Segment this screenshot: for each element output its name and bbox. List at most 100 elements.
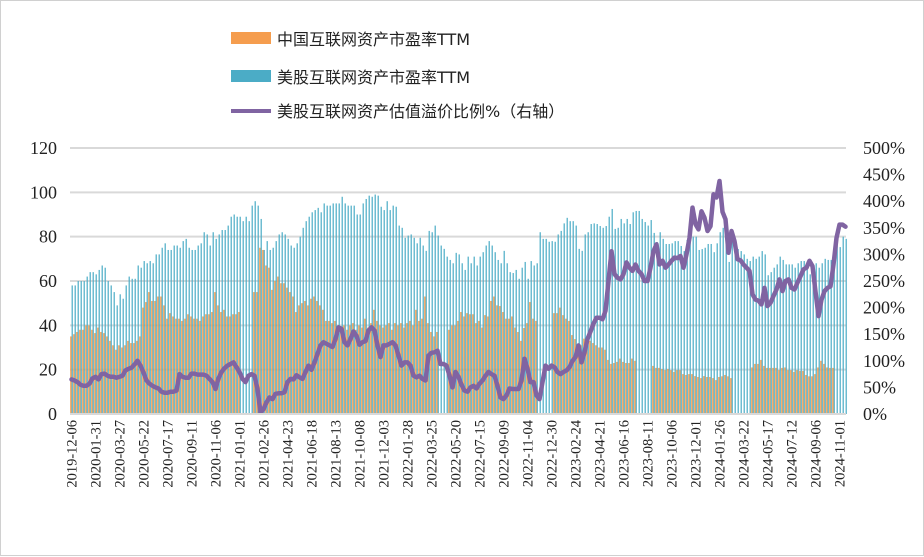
us-pe-bar: [446, 256, 448, 414]
x-axis-tick-label: 2024-05-17: [761, 420, 777, 488]
us-pe-bar: [524, 261, 526, 414]
us-pe-bar: [782, 259, 784, 414]
us-pe-bar: [626, 218, 628, 414]
cn-pe-bar: [334, 320, 336, 414]
us-pe-bar: [758, 256, 760, 414]
cn-pe-bar: [133, 343, 135, 414]
cn-pe-bar: [814, 374, 816, 414]
us-pe-bar: [740, 251, 742, 414]
us-pe-bar: [224, 230, 226, 414]
cn-pe-bar: [379, 325, 381, 414]
us-pe-bar: [590, 224, 592, 414]
us-pe-bar: [809, 274, 811, 414]
us-pe-bar: [815, 263, 817, 414]
cn-pe-bar: [400, 323, 402, 414]
us-pe-bar: [308, 216, 310, 414]
us-pe-bar: [488, 241, 490, 414]
us-pe-bar: [680, 245, 682, 414]
us-pe-bar: [806, 267, 808, 414]
cn-pe-bar: [151, 300, 153, 414]
cn-pe-bar: [271, 289, 273, 414]
us-pe-bar: [218, 234, 220, 414]
us-pe-bar: [542, 238, 544, 414]
cn-pe-bar: [706, 376, 708, 414]
us-pe-bar: [281, 232, 283, 414]
cn-pe-bar: [811, 376, 813, 414]
us-pe-bar: [296, 243, 298, 414]
cn-pe-bar: [376, 320, 378, 414]
cn-pe-bar: [223, 309, 225, 414]
us-pe-bar: [332, 203, 334, 414]
cn-pe-bar: [298, 305, 300, 414]
cn-pe-bar: [361, 327, 363, 414]
cn-pe-bar: [148, 292, 150, 414]
us-pe-bar: [305, 221, 307, 414]
cn-pe-bar: [673, 371, 675, 414]
legend: 中国互联网资产市盈率TTM 美股互联网资产市盈率TTM 美股互联网资产估值溢价比…: [231, 30, 564, 121]
cn-pe-bar: [799, 370, 801, 414]
us-pe-bar: [278, 234, 280, 414]
cn-pe-bar: [211, 312, 213, 414]
us-pe-bar: [389, 210, 391, 414]
us-pe-bar: [467, 256, 469, 414]
us-pe-bar: [674, 241, 676, 414]
cn-pe-bar: [97, 327, 99, 414]
cn-pe-bar: [82, 329, 84, 414]
us-pe-bar: [800, 261, 802, 414]
us-pe-bar: [113, 292, 115, 414]
cn-pe-bar: [256, 292, 258, 414]
x-axis-tick-label: 2021-12-03: [377, 420, 393, 488]
cn-pe-bar: [142, 307, 144, 414]
x-axis-tick-label: 2022-05-20: [449, 420, 465, 488]
cn-pe-bar: [337, 327, 339, 414]
us-pe-bar: [581, 250, 583, 414]
cn-pe-bar: [280, 283, 282, 414]
cn-pe-bar: [478, 320, 480, 414]
us-pe-bar: [797, 263, 799, 414]
x-axis-tick-label: 2022-01-28: [401, 420, 417, 488]
x-axis-tick-label: 2020-05-22: [137, 420, 153, 488]
us-pe-bar: [347, 205, 349, 414]
us-pe-bar: [74, 285, 76, 414]
cn-pe-bar: [355, 329, 357, 414]
us-pe-bar: [341, 196, 343, 414]
cn-pe-bar: [730, 378, 732, 414]
cn-pe-bar: [505, 318, 507, 414]
cn-pe-bar: [154, 300, 156, 414]
x-axis-tick-label: 2023-02-24: [569, 419, 585, 487]
cn-pe-bar: [766, 367, 768, 414]
cn-pe-bar: [577, 348, 579, 414]
us-pe-bar: [335, 203, 337, 414]
us-pe-bar: [623, 223, 625, 414]
us-pe-bar: [404, 237, 406, 414]
cn-pe-bar: [178, 318, 180, 414]
us-pe-bar: [644, 222, 646, 414]
cn-pe-bar: [553, 313, 555, 414]
us-pe-bar: [143, 261, 145, 414]
us-pe-bar: [275, 241, 277, 414]
us-pe-bar: [164, 243, 166, 414]
us-pe-bar: [344, 203, 346, 414]
us-pe-bar: [359, 214, 361, 414]
cn-pe-bar: [340, 329, 342, 414]
cn-pe-bar: [616, 361, 618, 414]
us-pe-bar: [284, 234, 286, 414]
x-axis-tick-label: 2023-08-11: [641, 420, 657, 487]
cn-pe-bar: [139, 336, 141, 414]
us-pe-bar: [416, 243, 418, 414]
us-pe-bar: [77, 281, 79, 414]
cn-pe-bar: [304, 300, 306, 414]
cn-pe-bar: [73, 334, 75, 414]
cn-pe-bar: [502, 312, 504, 414]
us-pe-bar: [476, 265, 478, 414]
legend-label-premium: 美股互联网资产估值溢价比例%（右轴）: [277, 102, 564, 121]
us-pe-bar: [329, 205, 331, 414]
x-axis-tick-label: 2023-04-21: [593, 420, 609, 488]
us-pe-bar: [842, 236, 844, 414]
left-axis-tick-label: 40: [39, 315, 57, 335]
cn-pe-bar: [364, 318, 366, 414]
x-axis-tick-label: 2021-04-23: [281, 420, 297, 488]
cn-pe-bar: [661, 369, 663, 414]
cn-pe-bar: [181, 320, 183, 414]
us-pe-bar: [350, 205, 352, 414]
